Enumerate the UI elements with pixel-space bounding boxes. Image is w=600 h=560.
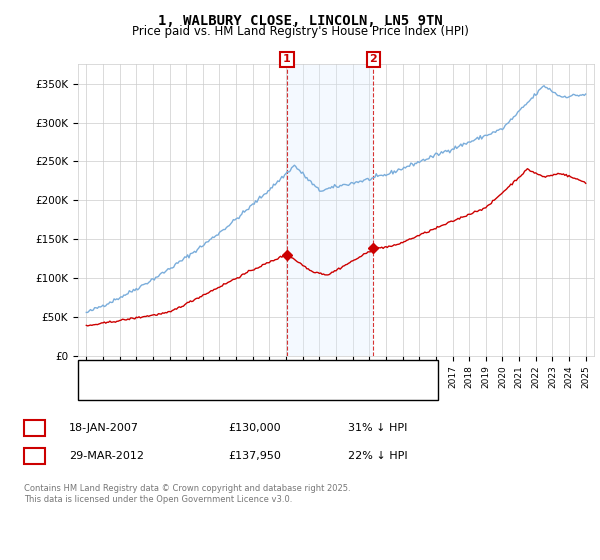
- Text: £130,000: £130,000: [228, 423, 281, 433]
- Text: 1, WALBURY CLOSE, LINCOLN, LN5 9TN: 1, WALBURY CLOSE, LINCOLN, LN5 9TN: [158, 14, 442, 28]
- Text: Price paid vs. HM Land Registry's House Price Index (HPI): Price paid vs. HM Land Registry's House …: [131, 25, 469, 38]
- Text: 1, WALBURY CLOSE, LINCOLN, LN5 9TN (detached house): 1, WALBURY CLOSE, LINCOLN, LN5 9TN (deta…: [111, 366, 392, 376]
- Text: ——: ——: [85, 384, 110, 397]
- Text: HPI: Average price, detached house, Lincoln: HPI: Average price, detached house, Linc…: [111, 385, 326, 395]
- Text: 29-MAR-2012: 29-MAR-2012: [69, 451, 144, 461]
- Text: ——: ——: [85, 365, 110, 378]
- Text: 2: 2: [31, 451, 38, 461]
- Text: 18-JAN-2007: 18-JAN-2007: [69, 423, 139, 433]
- Text: 22% ↓ HPI: 22% ↓ HPI: [348, 451, 407, 461]
- Bar: [287, 64, 373, 356]
- Text: 1: 1: [283, 54, 291, 64]
- Text: 31% ↓ HPI: 31% ↓ HPI: [348, 423, 407, 433]
- Text: Contains HM Land Registry data © Crown copyright and database right 2025.
This d: Contains HM Land Registry data © Crown c…: [24, 484, 350, 504]
- Text: 2: 2: [370, 54, 377, 64]
- Text: 1: 1: [31, 423, 38, 433]
- Text: £137,950: £137,950: [228, 451, 281, 461]
